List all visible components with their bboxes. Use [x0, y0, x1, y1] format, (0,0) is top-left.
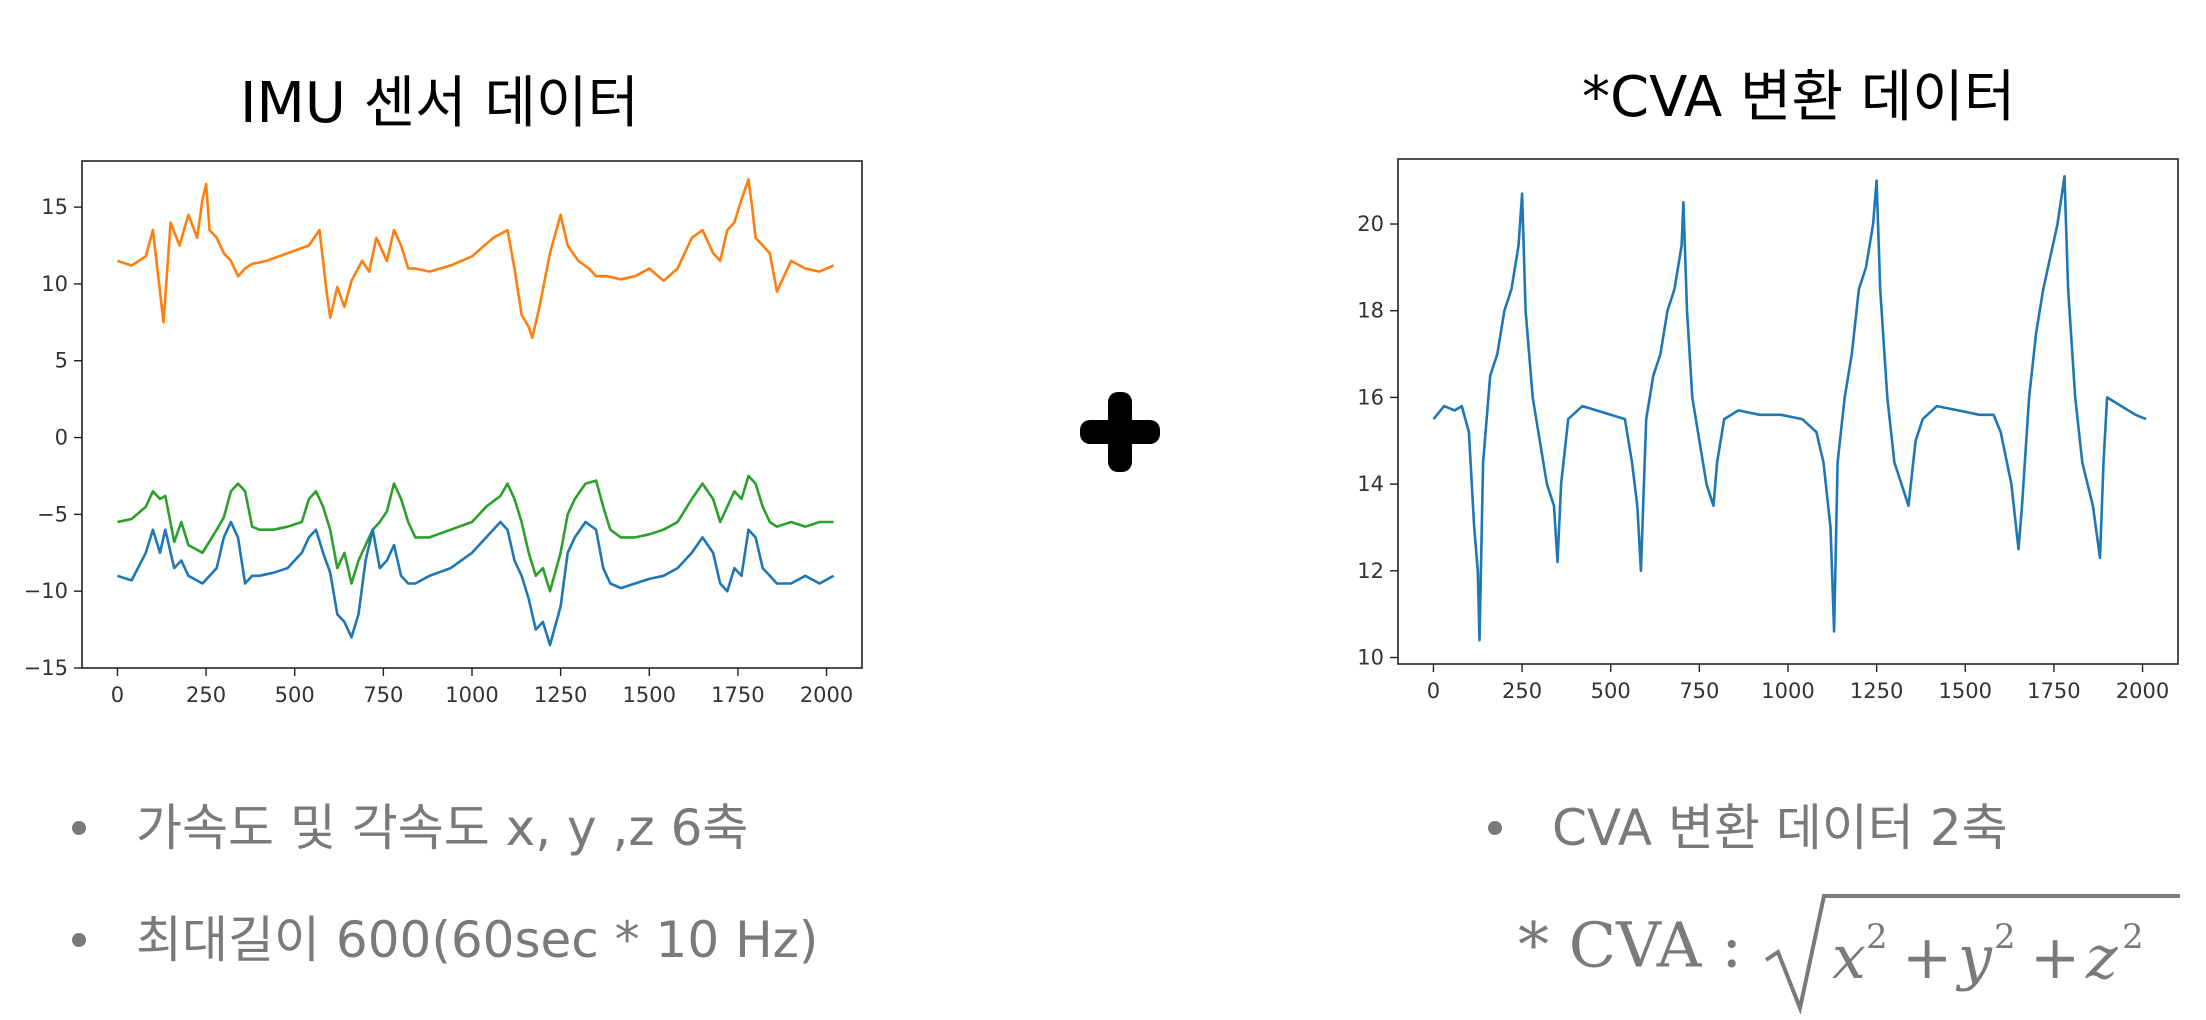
y-tick-label: 10	[41, 272, 68, 296]
bullet-dot-icon	[72, 820, 86, 835]
svg-text:2: 2	[1994, 917, 2016, 957]
bullet-cva-info: CVA 변환 데이터 2축	[1488, 788, 2008, 860]
y-tick-label: −10	[24, 579, 68, 603]
y-tick-label: −15	[24, 656, 68, 680]
x-tick-label: 1750	[2027, 679, 2080, 703]
y-tick-label: 0	[55, 426, 68, 450]
y-tick-label: −5	[37, 502, 68, 526]
x-tick-label: 250	[1502, 679, 1542, 703]
x-tick-label: 750	[1679, 679, 1719, 703]
svg-text:+: +	[2030, 923, 2080, 993]
bullet-max-length: 최대길이 600(60sec * 10 Hz)	[72, 900, 818, 972]
svg-text:x: x	[1832, 923, 1866, 993]
bullet-text: 가속도 및 각속도 x, y ,z 6축	[136, 799, 749, 857]
x-tick-label: 1250	[1850, 679, 1903, 703]
bullet-dot-icon	[1488, 820, 1502, 835]
x-tick-label: 1750	[711, 683, 764, 707]
series-line-0	[1432, 175, 2147, 642]
formula-prefix: * CVA :	[1518, 908, 1743, 982]
cva-formula: * CVA : x 2 + y 2 + z 2	[1518, 890, 2182, 1014]
bullet-text: 최대길이 600(60sec * 10 Hz)	[136, 911, 819, 969]
x-tick-label: 0	[1427, 679, 1440, 703]
series-line-0	[117, 178, 835, 340]
y-tick-label: 12	[1357, 559, 1384, 583]
y-tick-label: 18	[1357, 299, 1384, 323]
bullet-dot-icon	[72, 932, 86, 947]
svg-text:z: z	[2085, 923, 2118, 993]
svg-text:y: y	[1955, 923, 1993, 993]
sqrt-formula: x 2 + y 2 + z 2	[1762, 890, 2182, 1014]
plot-frame	[1397, 158, 2179, 665]
x-tick-label: 0	[111, 683, 124, 707]
y-tick-label: 10	[1357, 645, 1384, 669]
sqrt-expression: x 2 + y 2 + z 2	[1764, 894, 2180, 1014]
svg-text:2: 2	[1866, 917, 1888, 957]
x-tick-label: 500	[275, 683, 315, 707]
x-tick-label: 1250	[534, 683, 587, 707]
x-tick-label: 1500	[623, 683, 676, 707]
y-tick-label: 15	[41, 195, 68, 219]
y-tick-label: 16	[1357, 385, 1384, 409]
bullet-axes-info: 가속도 및 각속도 x, y ,z 6축	[72, 788, 748, 860]
series-line-2	[117, 520, 835, 647]
x-tick-label: 750	[363, 683, 403, 707]
y-tick-label: 14	[1357, 472, 1384, 496]
bullet-text: CVA 변환 데이터 2축	[1552, 799, 2008, 857]
x-tick-label: 500	[1591, 679, 1631, 703]
x-tick-label: 250	[186, 683, 226, 707]
chart-title-cva: *CVA 변환 데이터	[1582, 65, 2016, 130]
x-tick-label: 1500	[1939, 679, 1992, 703]
y-tick-label: 5	[55, 349, 68, 373]
series-line-1	[117, 474, 834, 593]
chart-title-imu: IMU 센서 데이터	[240, 71, 640, 136]
svg-text:2: 2	[2122, 917, 2144, 957]
plus-icon	[1080, 392, 1160, 472]
y-tick-label: 20	[1357, 212, 1384, 236]
svg-text:+: +	[1902, 923, 1952, 993]
x-tick-label: 2000	[800, 683, 853, 707]
x-tick-label: 2000	[2116, 679, 2169, 703]
x-tick-label: 1000	[1761, 679, 1814, 703]
x-tick-label: 1000	[445, 683, 498, 707]
